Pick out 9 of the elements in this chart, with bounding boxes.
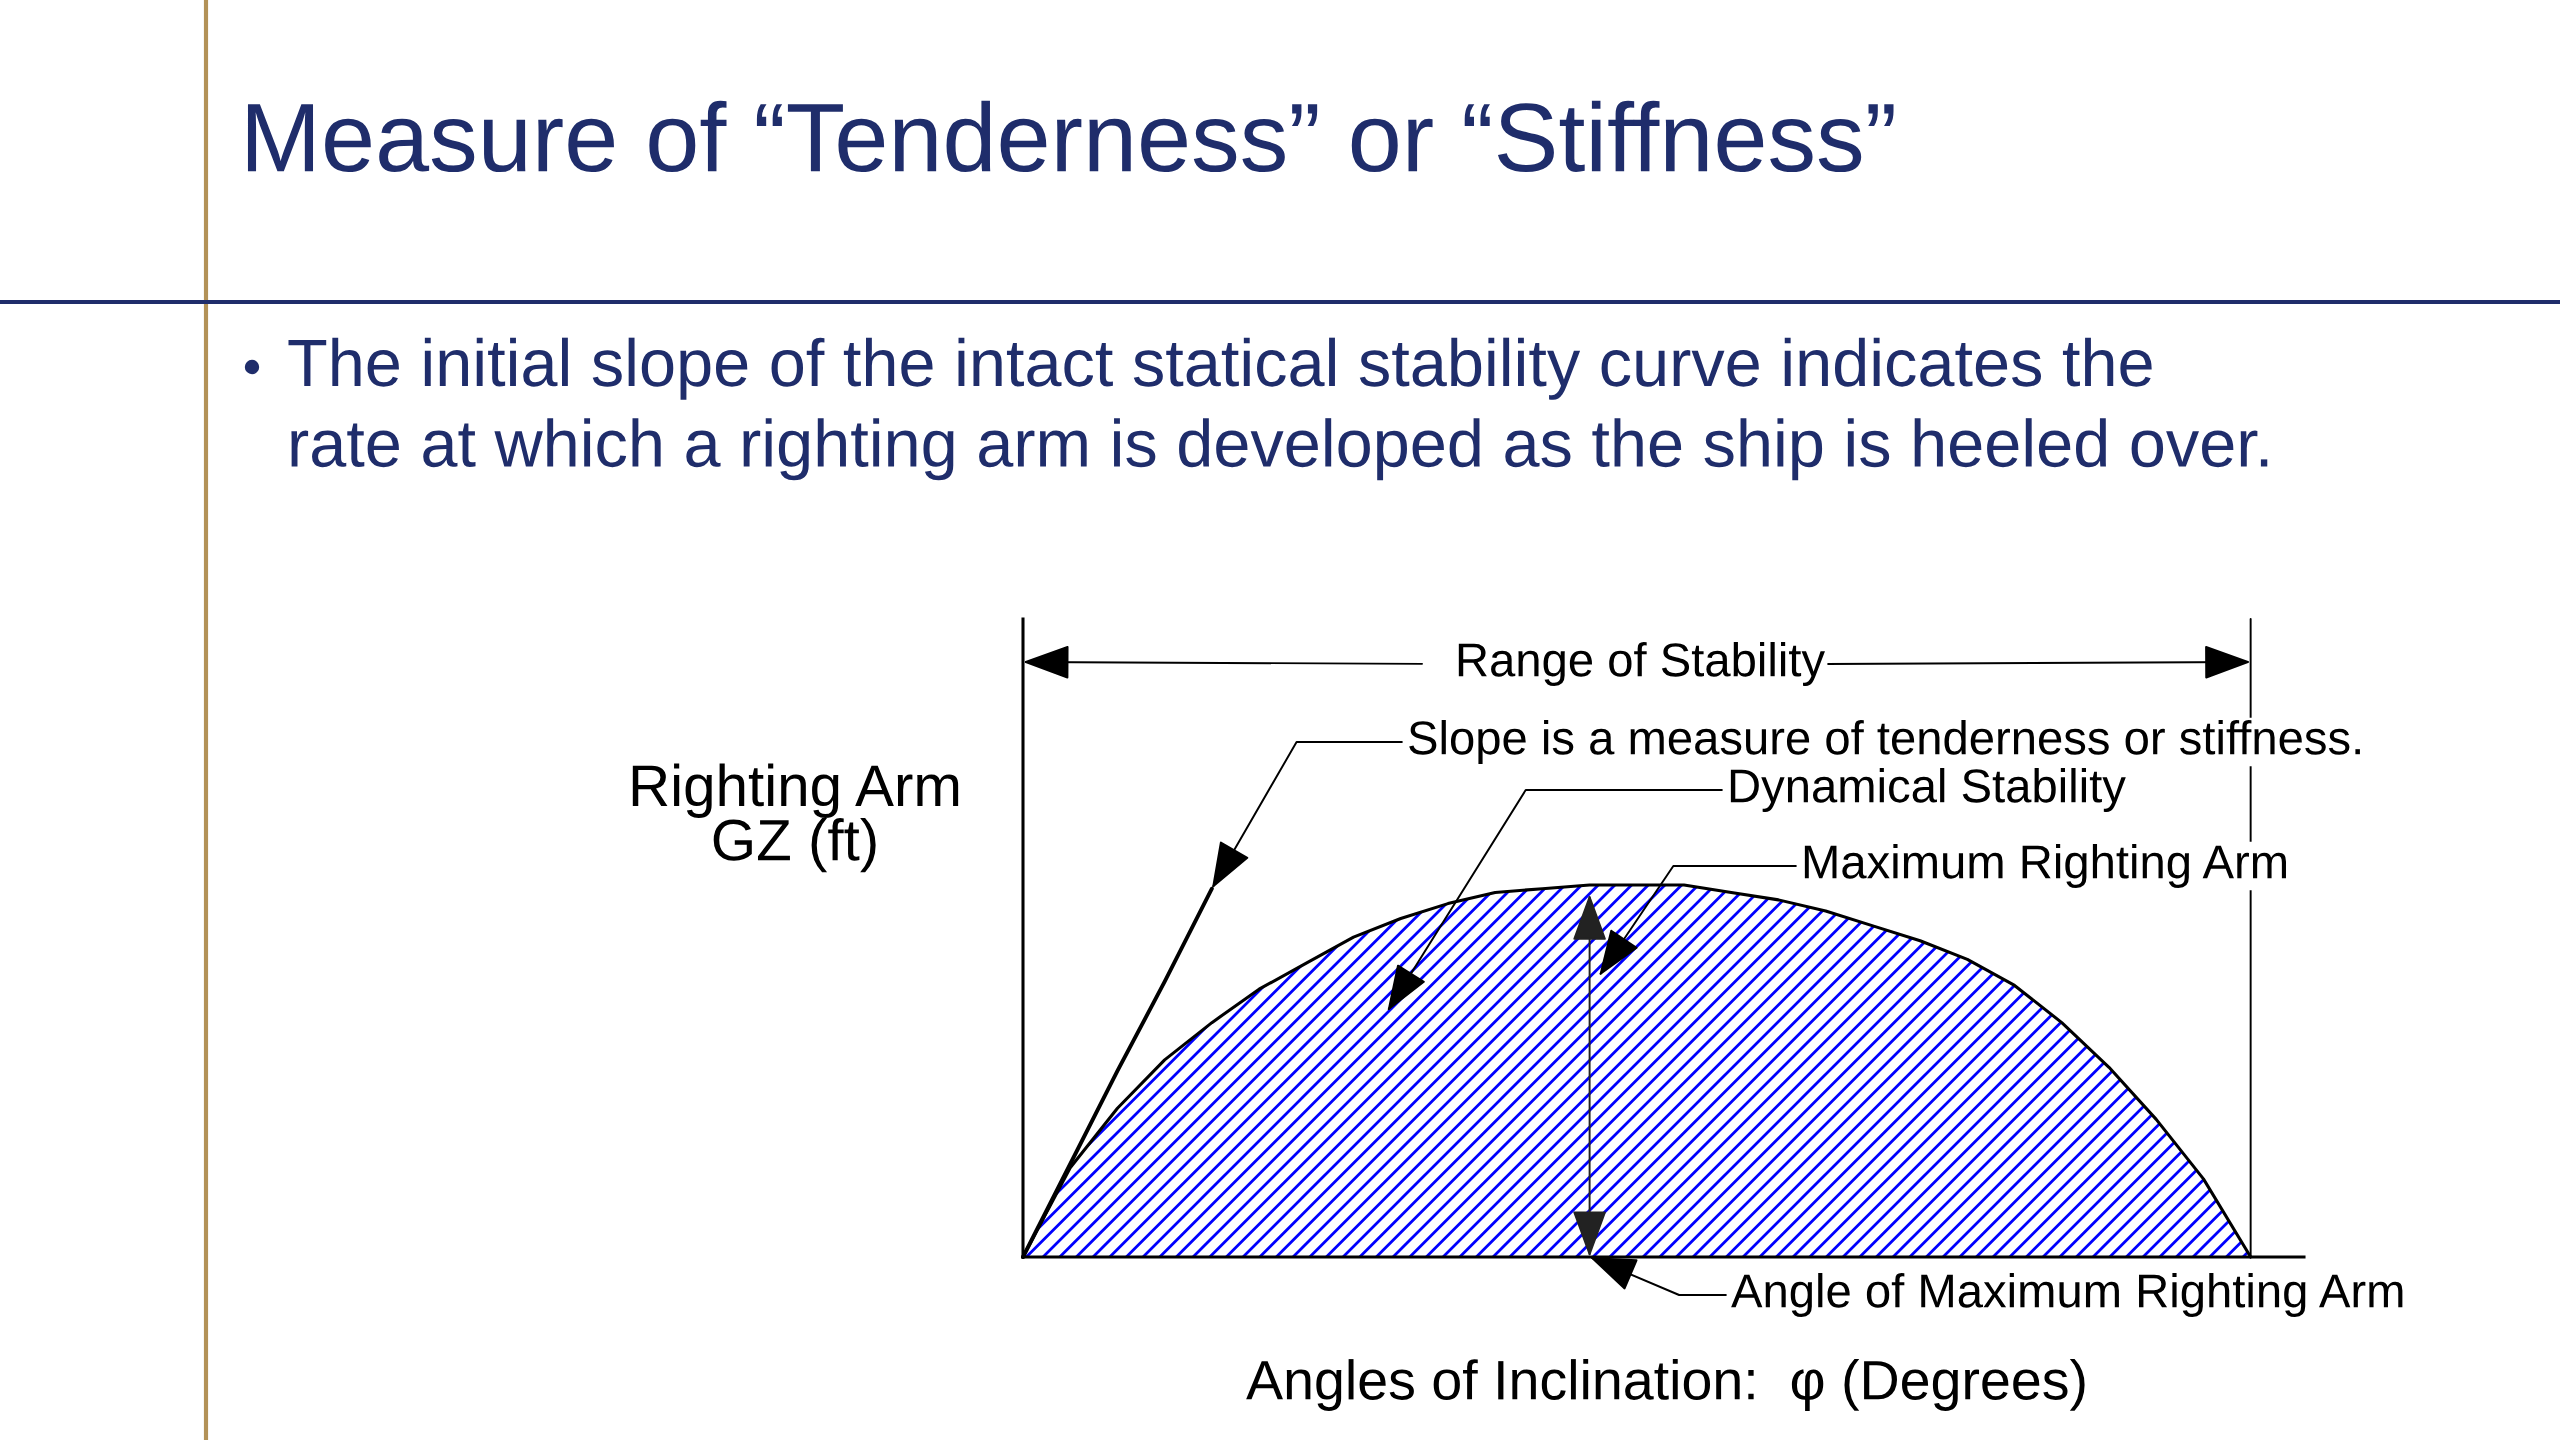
text: Slope is a measure of tenderness or stiffness. [1409,719,2360,765]
chart-subtitle: The initial slope of the intact statical stability curve indicates the rate at which a righting arm is developed as the ship is heeled over. [288,337,2268,481]
chart-title: Measure of “Tenderness” or “Stiffness” [247,100,1894,173]
x-axis-title: Angles of Inclination: φ (Degrees) [1246,1359,2085,1411]
text: Angle of Maximum Righting Arm [1731,1272,2403,1318]
text: Range of Stability [1458,641,1825,687]
annotation: Maximum Righting Arm [1804,843,2286,889]
text: Dynamical Stability [1730,767,2126,813]
y-axis-title: Righting Arm GZ (ft) [632,763,959,873]
